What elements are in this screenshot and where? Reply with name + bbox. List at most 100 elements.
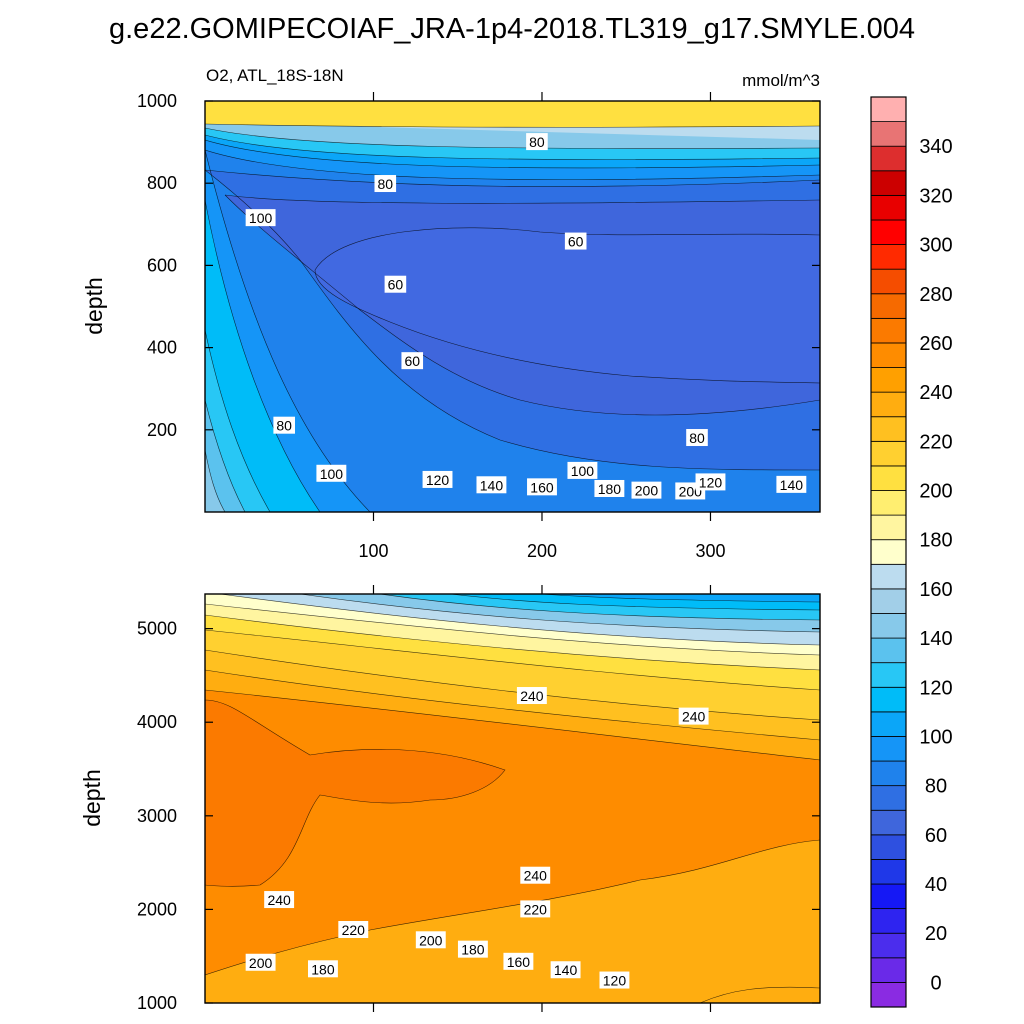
- contour-label: 200: [631, 481, 662, 499]
- upper-contour-line: [314, 227, 820, 271]
- contour-label-box: [520, 900, 551, 918]
- lower-contour-fill: [205, 594, 820, 1003]
- lower-contour-line: [539, 594, 820, 603]
- chart-title: g.e22.GOMIPECOIAF_JRA-1p4-2018.TL319_g17…: [109, 13, 915, 45]
- lower-contour-line: [205, 629, 820, 691]
- upper-contour-line: [314, 269, 820, 384]
- contour-label: 100: [567, 461, 598, 479]
- upper-contour-line: [205, 329, 271, 512]
- colorbar-tick-label: 160: [919, 579, 952, 601]
- upper-contour-line: [224, 194, 820, 204]
- upper-contour-line: [205, 169, 820, 187]
- colorbar-swatch: [870, 490, 907, 516]
- contour-label: 140: [550, 961, 581, 979]
- colorbar-swatch: [870, 244, 907, 270]
- colorbar-tick-label: 100: [919, 726, 952, 748]
- contour-label: 220: [520, 900, 551, 918]
- contour-label-box: [776, 475, 807, 493]
- lower-contour-line: [205, 839, 820, 976]
- y-tick-label: 4000: [137, 712, 177, 732]
- contour-label-box: [415, 931, 446, 949]
- contour-label-text: 200: [635, 483, 659, 499]
- y-tick-label: 400: [147, 338, 177, 358]
- colorbar-swatch: [870, 883, 907, 910]
- contour-label-text: 220: [342, 922, 366, 938]
- contour-label-box: [516, 687, 547, 705]
- contour-label: 240: [678, 707, 709, 725]
- contour-label-text: 120: [426, 472, 450, 488]
- contour-label-box: [316, 464, 347, 482]
- colorbar-swatch: [870, 736, 907, 762]
- contour-label-box: [678, 707, 709, 725]
- colorbar-swatch: [870, 539, 907, 565]
- contour-label-box: [594, 479, 625, 497]
- contour-label-box: [526, 133, 548, 151]
- lower-contour-line: [449, 594, 820, 611]
- colorbar-swatch: [870, 711, 907, 737]
- colorbar-swatch: [870, 440, 907, 467]
- upper-contour-lines: [205, 123, 820, 512]
- colorbar-tick-label: 240: [919, 382, 952, 404]
- contour-label-text: 240: [520, 688, 544, 704]
- lower-contour-line: [299, 594, 820, 633]
- colorbar-swatch: [870, 121, 907, 147]
- contour-label: 100: [245, 209, 276, 227]
- contour-label-text: 140: [480, 477, 504, 493]
- lower-contour-labels: 120 140 160 180 180 200 200 220 220 240 240 240 240: [245, 687, 709, 989]
- colorbar-swatch: [870, 932, 907, 959]
- lower-panel: 120140160180180200200220220240240240240 …: [79, 585, 821, 1013]
- lower-contour-line: [205, 649, 820, 721]
- colorbar-swatch: [870, 588, 907, 614]
- upper-contour-line: [205, 123, 820, 128]
- upper-contour-line: [205, 449, 226, 512]
- contour-label-text: 180: [461, 942, 485, 958]
- contour-label: 240: [264, 891, 295, 909]
- contour-label-box: [599, 971, 630, 989]
- colorbar-tick-label: 340: [919, 136, 952, 158]
- upper-contour-line: [205, 149, 820, 180]
- contour-label: 80: [374, 175, 397, 193]
- colorbar-tick-label: 140: [919, 628, 952, 650]
- lower-contour-line: [205, 614, 820, 671]
- upper-y-axis-label: depth: [81, 277, 107, 335]
- colorbar-swatch: [870, 908, 907, 934]
- contour-label-box: [401, 352, 424, 370]
- colorbar-swatch: [870, 957, 907, 983]
- x-tick-label: 200: [527, 541, 557, 561]
- lower-contour-line: [205, 689, 820, 761]
- upper-right-string: mmol/m^3: [742, 71, 820, 90]
- y-tick-label: 1000: [137, 993, 177, 1013]
- lower-x-axis: [372, 585, 712, 1012]
- contour-label-box: [457, 940, 488, 958]
- colorbar-swatch: [870, 342, 907, 368]
- contour-label-text: 100: [249, 210, 273, 226]
- contour-label-text: 140: [554, 962, 578, 978]
- contour-label: 120: [599, 971, 630, 989]
- contour-label-text: 100: [320, 466, 344, 482]
- contour-label-text: 200: [249, 955, 273, 971]
- x-tick-label: 100: [358, 541, 388, 561]
- contour-label-box: [476, 476, 507, 494]
- upper-fill-200: [205, 101, 820, 128]
- contour-label-box: [264, 891, 295, 909]
- lower-plot-frame: [204, 593, 821, 1004]
- contour-label: 200: [245, 953, 276, 971]
- colorbar-tick-label: 120: [919, 677, 952, 699]
- lower-y-axis: 1000 2000 3000 4000 5000: [137, 619, 820, 1013]
- lower-y-axis-label: depth: [79, 769, 105, 827]
- contour-label-box: [564, 232, 587, 250]
- colorbar-swatch: [870, 613, 907, 639]
- contour-label-text: 240: [524, 868, 548, 884]
- colorbar-tick-label: 260: [919, 333, 952, 355]
- colorbar-swatch: [870, 194, 907, 221]
- colorbar-tick-label: 0: [930, 972, 941, 994]
- contour-label: 180: [307, 960, 338, 978]
- contour-label-text: 60: [568, 234, 584, 250]
- upper-left-string: O2, ATL_18S-18N: [206, 66, 344, 85]
- contour-label-text: 200: [419, 932, 443, 948]
- upper-contour-line: [205, 134, 820, 160]
- contour-label-box: [422, 470, 453, 488]
- contour-label-box: [374, 175, 397, 193]
